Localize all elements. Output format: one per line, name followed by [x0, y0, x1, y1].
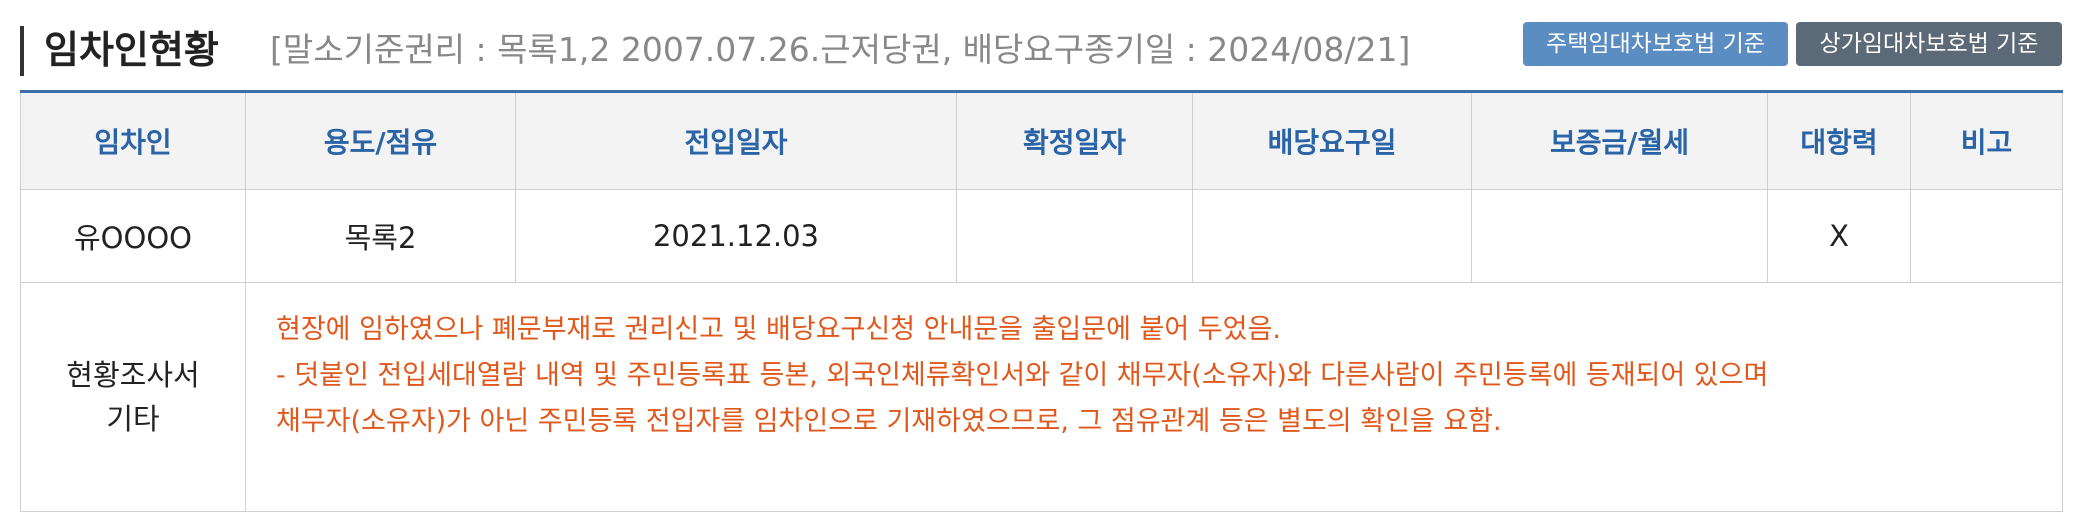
section-header: 임차인현황 [말소기준권리 : 목록1,2 2007.07.26.근저당권, 배… — [20, 22, 2062, 78]
base-right-info: [말소기준권리 : 목록1,2 2007.07.26.근저당권, 배당요구종기일… — [270, 30, 1411, 69]
tenant-table: 임차인 용도/점유 전입일자 확정일자 배당요구일 보증금/월세 대항력 비고 … — [20, 90, 2063, 512]
column-header-deposit-rent: 보증금/월세 — [1471, 91, 1768, 190]
column-header-usage: 용도/점유 — [245, 91, 516, 190]
survey-label-cell: 현황조사서 기타 — [20, 282, 246, 512]
survey-text-line: 채무자(소유자)가 아닌 주민등록 전입자를 임차인으로 기재하였으므로, 그 … — [276, 406, 1502, 437]
survey-text-line: 현장에 임하였으나 폐문부재로 권리신고 및 배당요구신청 안내문을 출입문에 … — [276, 314, 1281, 345]
deposit-rent-cell — [1471, 189, 1768, 283]
survey-text-cell: 현장에 임하였으나 폐문부재로 권리신고 및 배당요구신청 안내문을 출입문에 … — [245, 282, 2063, 512]
title-accent-bar — [20, 26, 24, 76]
remarks-cell — [1910, 189, 2063, 283]
fixed-date-cell — [956, 189, 1193, 283]
commercial-lease-law-button[interactable]: 상가임대차보호법 기준 — [1796, 22, 2062, 66]
survey-label-line2: 기타 — [106, 402, 160, 436]
table-row: 유OOOO 목록2 2021.12.03 X — [20, 189, 2063, 283]
survey-text-line: - 덧붙인 전입세대열람 내역 및 주민등록표 등본, 외국인체류확인서와 같이… — [276, 360, 1769, 391]
opposability-cell: X — [1767, 189, 1911, 283]
survey-row: 현황조사서 기타 현장에 임하였으나 폐문부재로 권리신고 및 배당요구신청 안… — [20, 282, 2063, 512]
column-header-tenant: 임차인 — [20, 91, 246, 190]
dividend-request-date-cell — [1192, 189, 1472, 283]
column-header-remarks: 비고 — [1910, 91, 2063, 190]
section-title: 임차인현황 — [44, 28, 219, 72]
column-header-move-in-date: 전입일자 — [515, 91, 957, 190]
usage-cell: 목록2 — [245, 189, 516, 283]
house-lease-law-button[interactable]: 주택임대차보호법 기준 — [1523, 22, 1788, 66]
column-header-dividend-request-date: 배당요구일 — [1192, 91, 1472, 190]
table-header-row: 임차인 용도/점유 전입일자 확정일자 배당요구일 보증금/월세 대항력 비고 — [20, 91, 2063, 190]
column-header-fixed-date: 확정일자 — [956, 91, 1193, 190]
survey-label-line1: 현황조사서 — [66, 358, 200, 392]
move-in-date-cell: 2021.12.03 — [515, 189, 957, 283]
column-header-opposability: 대항력 — [1767, 91, 1911, 190]
tenant-name-cell: 유OOOO — [20, 189, 246, 283]
